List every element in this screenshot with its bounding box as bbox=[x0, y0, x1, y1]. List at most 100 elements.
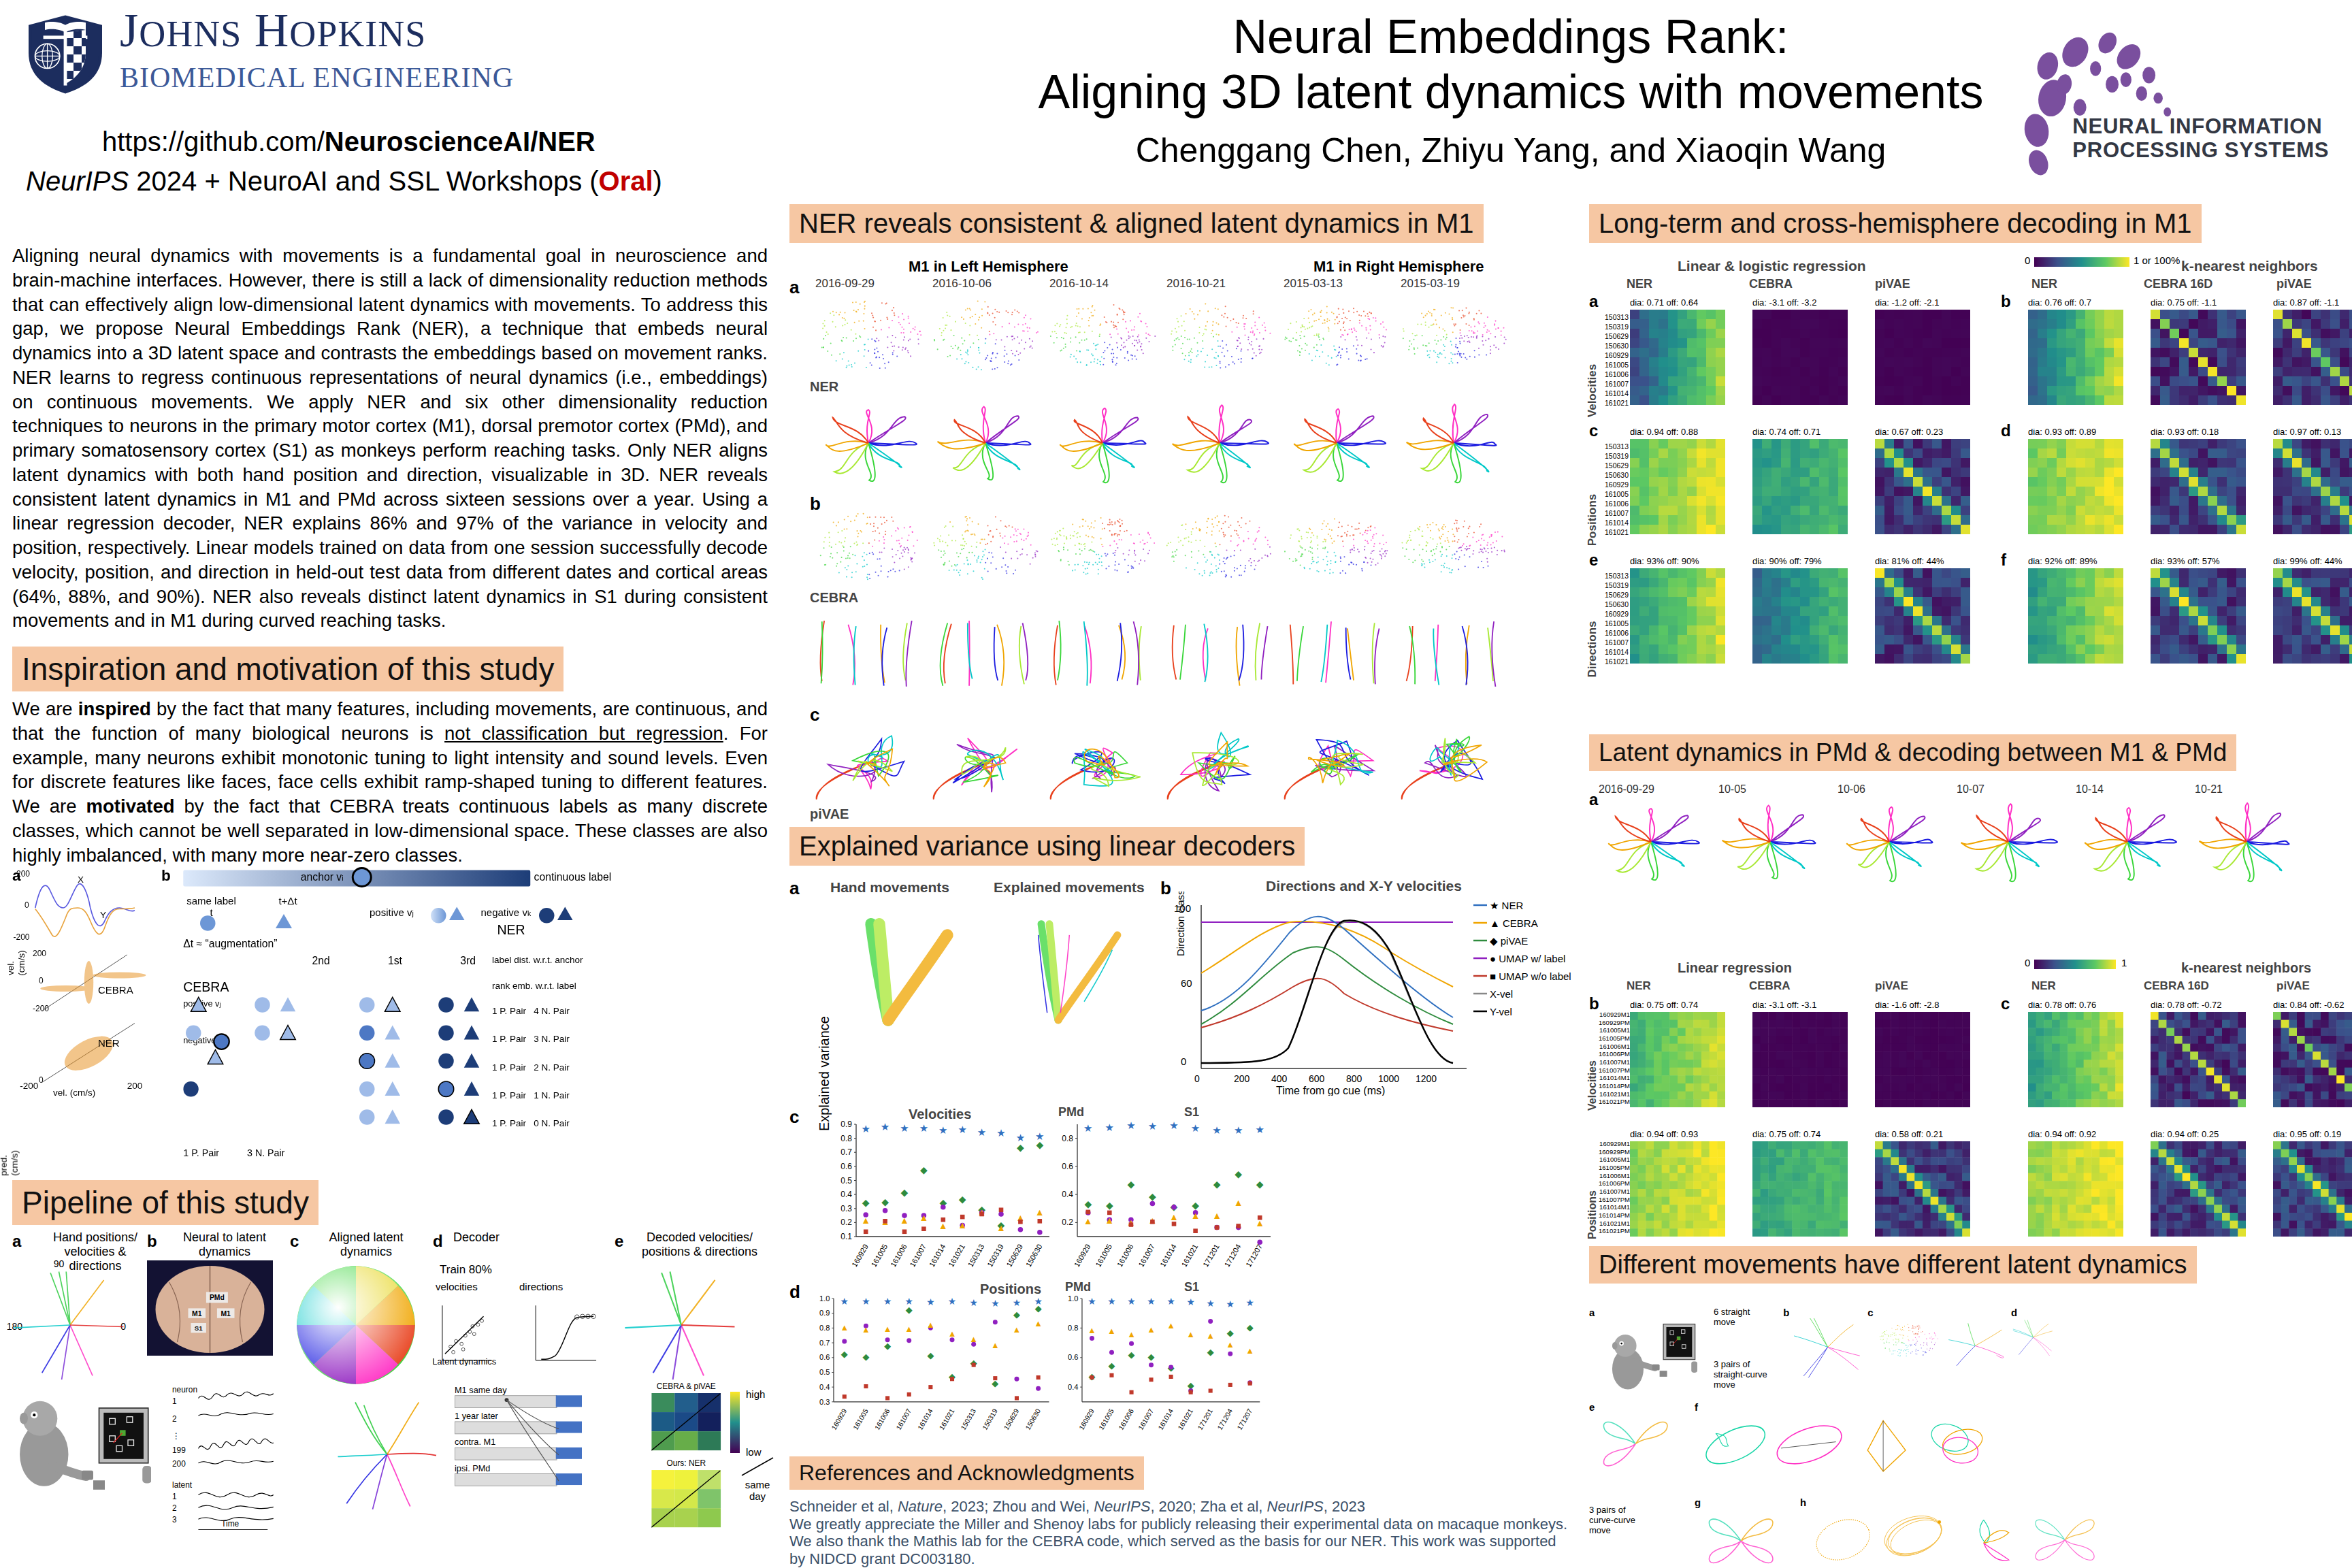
svg-text:60: 60 bbox=[1181, 977, 1192, 989]
svg-text:★: ★ bbox=[1206, 1298, 1214, 1309]
svg-text:0.8: 0.8 bbox=[840, 1134, 852, 1143]
svg-text:X-vel: X-vel bbox=[1490, 988, 1513, 1000]
svg-text:▲: ▲ bbox=[1169, 1211, 1179, 1222]
svg-text:▲: ▲ bbox=[1206, 1330, 1215, 1341]
svg-text:Direction classification accur: Direction classification accuracy (%) bbox=[1175, 892, 1186, 956]
svg-text:161021: 161021 bbox=[1177, 1407, 1195, 1431]
svg-text:1.0: 1.0 bbox=[819, 1294, 830, 1303]
svg-text:★: ★ bbox=[969, 1298, 977, 1308]
svg-text:▲: ▲ bbox=[1083, 1215, 1093, 1226]
svg-text:S1: S1 bbox=[195, 1324, 203, 1332]
svg-text:0: 0 bbox=[39, 1075, 44, 1085]
svg-text:▲: ▲ bbox=[1166, 1320, 1175, 1330]
svg-text:◆: ◆ bbox=[1213, 1179, 1221, 1190]
svg-text:200: 200 bbox=[1234, 1073, 1250, 1084]
svg-text:161014: 161014 bbox=[916, 1407, 934, 1431]
svg-text:▲: ▲ bbox=[861, 1215, 870, 1226]
svg-text:NER: NER bbox=[98, 1037, 120, 1049]
svg-text:1200: 1200 bbox=[1416, 1073, 1437, 1084]
svg-text:0.2: 0.2 bbox=[1062, 1218, 1073, 1227]
svg-text:▲: ▲ bbox=[1127, 1329, 1136, 1339]
svg-text:160929: 160929 bbox=[830, 1407, 849, 1431]
svg-text:★: ★ bbox=[1246, 1298, 1254, 1308]
svg-text:▲: ▲ bbox=[969, 1334, 978, 1344]
svg-text:★: ★ bbox=[905, 1296, 913, 1307]
svg-text:★: ★ bbox=[1166, 1296, 1175, 1307]
svg-text:161007: 161007 bbox=[895, 1407, 913, 1431]
svg-text:★: ★ bbox=[883, 1296, 892, 1307]
svg-text:161007: 161007 bbox=[1137, 1407, 1156, 1431]
svg-text:★: ★ bbox=[1126, 1120, 1135, 1131]
svg-text:▲: ▲ bbox=[996, 1222, 1006, 1233]
svg-text:★: ★ bbox=[900, 1122, 909, 1134]
svg-text:0.6: 0.6 bbox=[840, 1162, 852, 1171]
svg-text:★: ★ bbox=[977, 1126, 986, 1138]
svg-text:▲: ▲ bbox=[840, 1322, 849, 1333]
svg-text:161005: 161005 bbox=[870, 1243, 889, 1269]
svg-text:161007: 161007 bbox=[908, 1243, 928, 1269]
svg-text:0.9: 0.9 bbox=[819, 1309, 830, 1317]
svg-text:▲: ▲ bbox=[948, 1328, 957, 1339]
svg-text:▲: ▲ bbox=[991, 1340, 1000, 1350]
svg-text:★: ★ bbox=[1148, 1120, 1157, 1132]
svg-text:★: ★ bbox=[1226, 1299, 1235, 1309]
svg-text:0: 0 bbox=[2025, 256, 2030, 266]
svg-text:160929: 160929 bbox=[850, 1243, 870, 1269]
svg-text:161014: 161014 bbox=[1158, 1243, 1178, 1269]
svg-text:-200: -200 bbox=[33, 1004, 49, 1013]
svg-text:★: ★ bbox=[996, 1127, 1005, 1139]
svg-text:▲ CEBRA: ▲ CEBRA bbox=[1490, 917, 1538, 929]
svg-text:0.6: 0.6 bbox=[1068, 1353, 1078, 1361]
svg-text:★: ★ bbox=[991, 1298, 999, 1309]
svg-text:★: ★ bbox=[938, 1124, 947, 1136]
svg-text:★: ★ bbox=[958, 1124, 966, 1135]
svg-text:▲: ▲ bbox=[904, 1324, 913, 1334]
svg-text:◆: ◆ bbox=[881, 1196, 889, 1207]
svg-text:171207: 171207 bbox=[1236, 1407, 1254, 1431]
svg-text:400: 400 bbox=[1271, 1073, 1288, 1084]
svg-text:0.6: 0.6 bbox=[1062, 1162, 1073, 1171]
svg-text:150629: 150629 bbox=[1002, 1407, 1021, 1431]
svg-text:◆: ◆ bbox=[1013, 1309, 1020, 1320]
svg-text:0.9: 0.9 bbox=[840, 1120, 852, 1129]
svg-text:600: 600 bbox=[1309, 1073, 1325, 1084]
svg-text:150319: 150319 bbox=[985, 1243, 1005, 1269]
svg-text:★: ★ bbox=[1212, 1124, 1221, 1136]
svg-text:0.4: 0.4 bbox=[819, 1383, 830, 1391]
svg-text:★: ★ bbox=[1191, 1122, 1200, 1134]
svg-text:171207: 171207 bbox=[1244, 1243, 1264, 1269]
svg-text:◆: ◆ bbox=[920, 1164, 928, 1175]
svg-text:▲: ▲ bbox=[1105, 1215, 1114, 1226]
svg-text:◆: ◆ bbox=[1256, 1179, 1264, 1190]
svg-text:★: ★ bbox=[1083, 1122, 1092, 1134]
svg-text:1000: 1000 bbox=[1378, 1073, 1399, 1084]
svg-text:▲: ▲ bbox=[862, 1324, 870, 1335]
svg-text:◆: ◆ bbox=[1017, 1142, 1024, 1153]
svg-text:0.5: 0.5 bbox=[840, 1176, 852, 1186]
svg-text:◆: ◆ bbox=[1207, 1347, 1214, 1357]
svg-text:200: 200 bbox=[33, 949, 46, 958]
svg-text:171204: 171204 bbox=[1223, 1243, 1243, 1269]
svg-text:★: ★ bbox=[1186, 1297, 1194, 1307]
svg-text:◆: ◆ bbox=[1106, 1200, 1113, 1211]
svg-text:PMd: PMd bbox=[210, 1294, 225, 1302]
svg-text:◆: ◆ bbox=[1247, 1322, 1254, 1333]
svg-text:◆: ◆ bbox=[1148, 1352, 1155, 1362]
svg-text:161005: 161005 bbox=[1097, 1407, 1115, 1431]
svg-text:171201: 171201 bbox=[1196, 1407, 1215, 1431]
svg-text:161005: 161005 bbox=[851, 1407, 870, 1431]
svg-text:150629: 150629 bbox=[1004, 1243, 1024, 1269]
svg-text:NEURAL INFORMATION: NEURAL INFORMATION bbox=[2072, 114, 2322, 138]
svg-text:★: ★ bbox=[1147, 1296, 1155, 1307]
svg-text:161006: 161006 bbox=[1115, 1243, 1135, 1269]
svg-text:X: X bbox=[78, 875, 84, 885]
svg-text:M1: M1 bbox=[220, 1310, 231, 1318]
svg-text:▲: ▲ bbox=[926, 1320, 935, 1330]
svg-text:0.8: 0.8 bbox=[819, 1324, 830, 1332]
svg-text:0.4: 0.4 bbox=[840, 1190, 852, 1199]
svg-text:◆: ◆ bbox=[1128, 1350, 1135, 1360]
svg-text:▲: ▲ bbox=[1088, 1325, 1096, 1335]
svg-text:▲: ▲ bbox=[1147, 1324, 1156, 1335]
svg-text:150313: 150313 bbox=[966, 1243, 986, 1269]
svg-text:0.7: 0.7 bbox=[840, 1147, 852, 1157]
